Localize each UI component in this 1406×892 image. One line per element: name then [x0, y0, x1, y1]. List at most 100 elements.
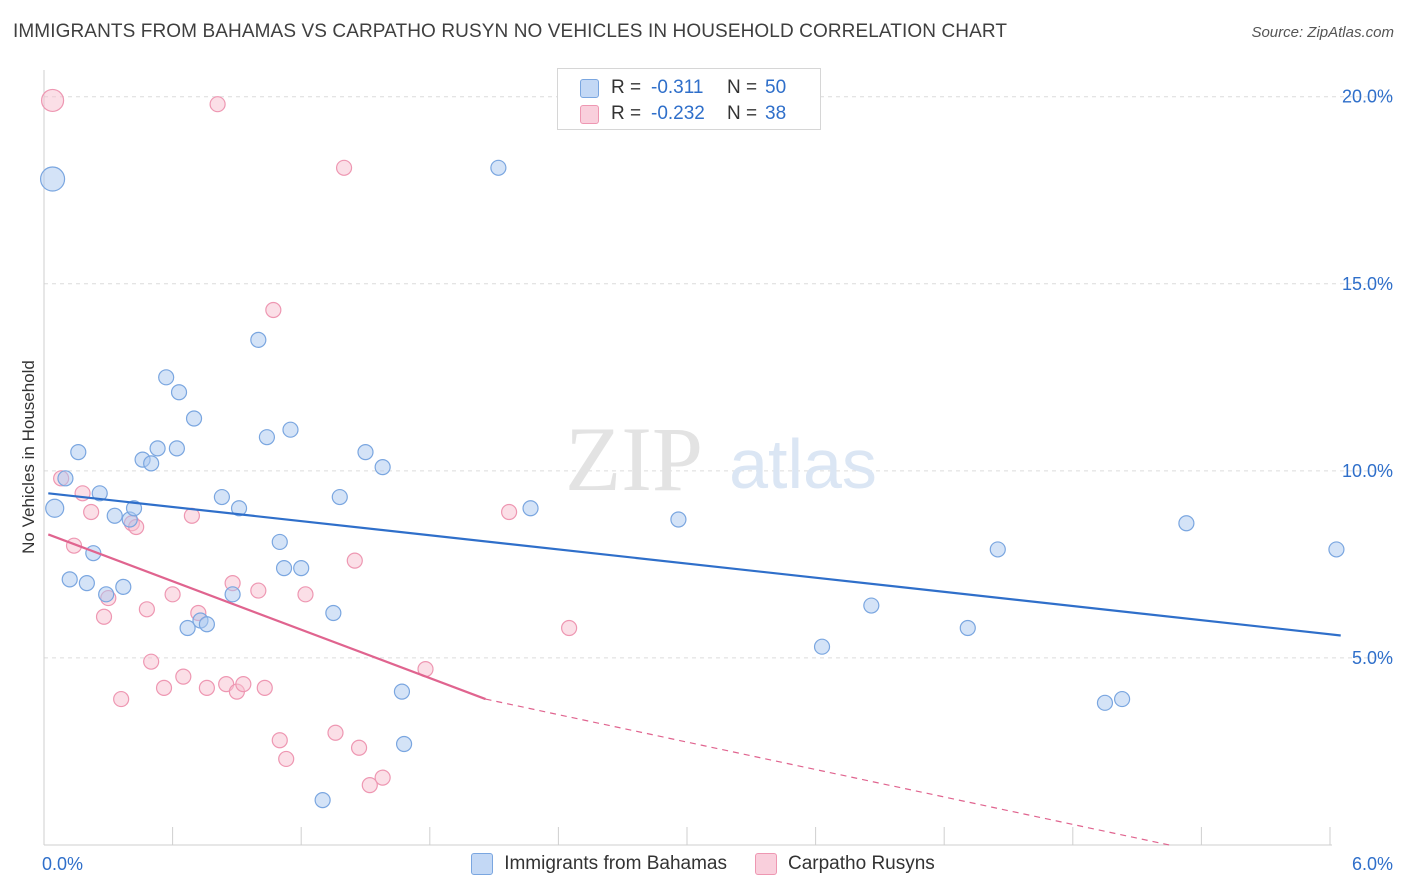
series-legend: Immigrants from Bahamas Carpatho Rusyns: [0, 851, 1406, 877]
data-point: [158, 369, 175, 386]
data-point: [275, 560, 293, 577]
legend-label-bahamas: Immigrants from Bahamas: [504, 853, 727, 874]
data-point: [40, 88, 65, 113]
data-point: [357, 444, 374, 461]
data-point: [175, 668, 192, 685]
y-tick-label: 10.0%: [1342, 461, 1393, 481]
data-point: [235, 676, 252, 693]
watermark-atlas: atlas: [729, 425, 877, 503]
data-point: [198, 679, 215, 696]
data-point: [61, 571, 78, 588]
data-point: [209, 96, 226, 113]
data-point: [670, 511, 687, 528]
data-point: [346, 552, 363, 569]
data-point: [106, 507, 123, 524]
data-point: [95, 608, 113, 625]
data-point: [168, 440, 185, 457]
legend-item-carpatho: Carpatho Rusyns: [755, 853, 935, 875]
data-point: [271, 732, 288, 749]
data-point: [70, 444, 87, 461]
data-point: [143, 455, 160, 472]
axes: [43, 70, 1332, 846]
data-point: [91, 485, 108, 502]
data-point: [258, 429, 276, 446]
data-point: [83, 503, 100, 521]
legend-n-label: N =: [727, 103, 758, 124]
data-point: [170, 384, 188, 401]
trend-line-bahamas: [48, 492, 1341, 637]
data-point: [374, 769, 391, 786]
legend-row-pink: R = -0.232 N = 38: [580, 103, 786, 125]
legend-label-carpatho: Carpatho Rusyns: [788, 853, 935, 874]
source-label: Source: ZipAtlas.com: [1251, 24, 1394, 41]
data-point: [250, 582, 267, 599]
legend-item-bahamas: Immigrants from Bahamas: [471, 853, 727, 875]
data-point: [989, 541, 1006, 558]
legend-n-value: 50: [765, 77, 787, 98]
data-point: [149, 440, 166, 457]
legend-swatch-blue: [471, 853, 494, 875]
data-point: [490, 159, 507, 176]
data-point: [155, 679, 173, 696]
data-point: [138, 601, 155, 618]
trend-line-carpatho: [47, 533, 486, 701]
data-point: [125, 500, 143, 517]
data-point: [335, 159, 353, 176]
legend-swatch-blue: [580, 78, 599, 98]
data-point: [1328, 541, 1345, 558]
data-point: [327, 724, 344, 741]
data-point: [297, 586, 314, 603]
data-point: [1113, 690, 1131, 708]
data-point: [331, 488, 348, 506]
x-tick-label: 0.0%: [42, 854, 83, 874]
y-tick-label: 15.0%: [1342, 274, 1393, 294]
data-point: [57, 470, 74, 487]
data-point: [1096, 694, 1114, 711]
data-point: [282, 421, 299, 438]
data-point: [39, 166, 66, 192]
data-point: [293, 560, 310, 577]
tick-labels: 5.0% 10.0% 15.0% 20.0% 0.0% 6.0%: [42, 87, 1393, 874]
legend-n-label: N =: [727, 77, 758, 98]
data-point: [115, 578, 132, 595]
data-point: [314, 792, 331, 809]
data-point: [179, 619, 196, 637]
grid-lines: [44, 96, 1392, 659]
data-point: [350, 739, 368, 756]
data-point: [164, 586, 181, 603]
legend-n-value: 38: [765, 103, 787, 124]
data-point: [45, 498, 65, 518]
trend-lines: [47, 492, 1341, 846]
y-tick-label: 5.0%: [1352, 648, 1393, 668]
x-tick-label: 6.0%: [1352, 854, 1393, 874]
data-point: [250, 331, 267, 349]
series-immigrants-from-bahamas: [39, 159, 1345, 809]
data-point: [361, 777, 378, 794]
series-carpatho-rusyns: [40, 88, 578, 794]
data-point: [185, 410, 203, 427]
data-point: [1178, 515, 1195, 532]
data-point: [256, 679, 273, 696]
legend-r-label: R =: [611, 103, 642, 124]
legend-r-label: R =: [611, 77, 642, 98]
legend-r-value: -0.232: [651, 103, 705, 124]
data-point: [78, 574, 95, 592]
y-tick-label: 20.0%: [1342, 87, 1393, 107]
data-point: [522, 500, 539, 517]
data-point: [561, 619, 578, 637]
data-point: [374, 459, 391, 476]
legend-swatch-pink: [755, 853, 777, 875]
data-point: [325, 604, 342, 622]
data-point: [143, 653, 160, 670]
data-point: [813, 638, 831, 655]
data-point: [224, 586, 241, 603]
data-point: [198, 616, 215, 633]
data-point: [501, 503, 518, 521]
data-point: [393, 683, 411, 700]
data-point: [98, 586, 115, 603]
chart-title: IMMIGRANTS FROM BAHAMAS VS CARPATHO RUSY…: [13, 21, 1008, 42]
data-point: [278, 750, 295, 768]
legend-row-blue: R = -0.311 N = 50: [580, 77, 786, 99]
data-point: [230, 500, 248, 517]
